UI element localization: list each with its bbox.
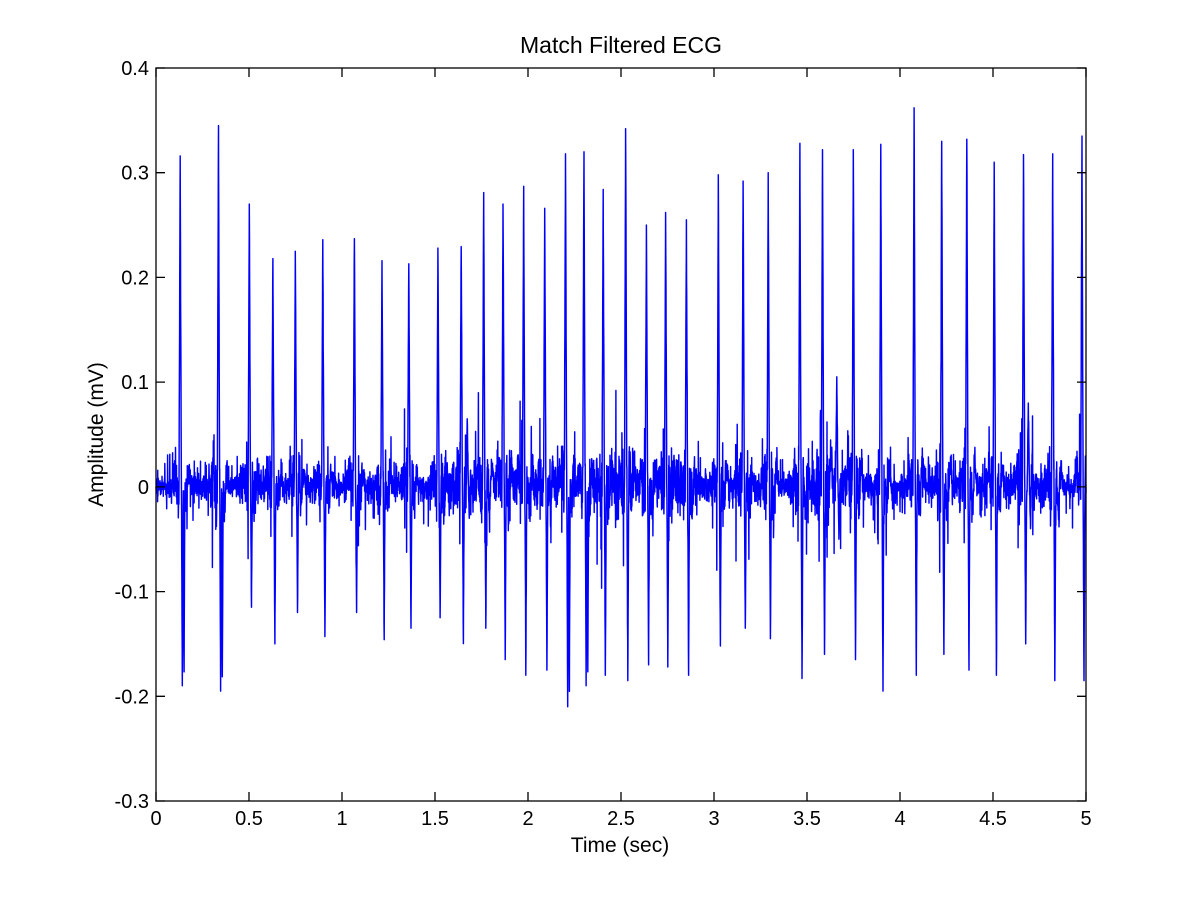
svg-text:0.1: 0.1 [121, 372, 149, 394]
svg-text:-0.2: -0.2 [115, 686, 149, 708]
svg-text:0: 0 [138, 477, 149, 499]
svg-text:2.5: 2.5 [607, 808, 635, 830]
svg-text:Amplitude (mV): Amplitude (mV) [85, 362, 108, 507]
svg-text:0.2: 0.2 [121, 267, 149, 289]
svg-text:1.5: 1.5 [421, 808, 449, 830]
svg-text:3: 3 [708, 808, 719, 830]
svg-text:0.3: 0.3 [121, 163, 149, 185]
svg-text:1: 1 [336, 808, 347, 830]
svg-text:0: 0 [150, 808, 161, 830]
svg-text:Match Filtered ECG: Match Filtered ECG [520, 32, 722, 58]
svg-text:Time (sec): Time (sec) [571, 834, 669, 857]
svg-text:2: 2 [522, 808, 533, 830]
svg-text:0.5: 0.5 [235, 808, 263, 830]
svg-text:5: 5 [1080, 808, 1091, 830]
svg-text:3.5: 3.5 [793, 808, 821, 830]
svg-text:4: 4 [894, 808, 905, 830]
svg-text:-0.1: -0.1 [115, 582, 149, 604]
svg-text:4.5: 4.5 [979, 808, 1007, 830]
svg-text:0.4: 0.4 [121, 58, 149, 80]
svg-text:-0.3: -0.3 [115, 791, 149, 813]
